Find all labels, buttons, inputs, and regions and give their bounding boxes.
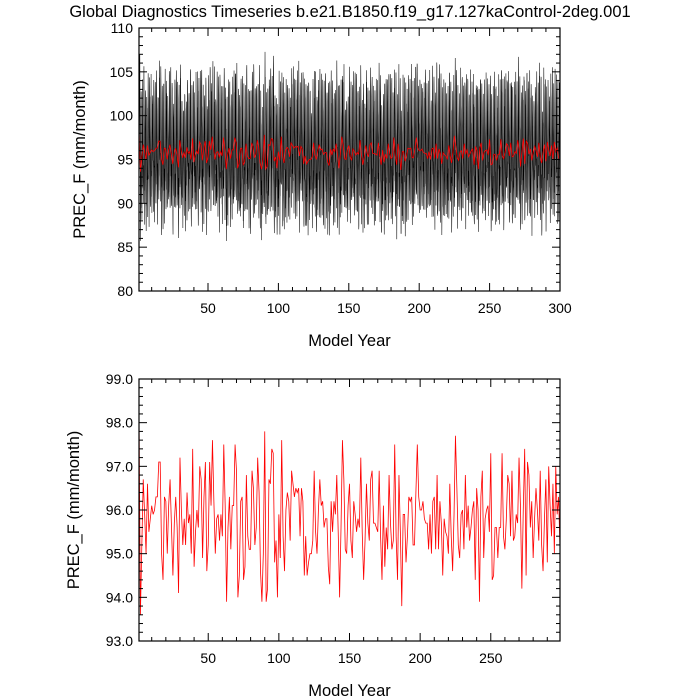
y-tick-label: 80 bbox=[117, 283, 133, 299]
series-line-annual bbox=[139, 130, 559, 172]
y-tick-label: 95.0 bbox=[106, 546, 133, 562]
y-tick-label: 94.0 bbox=[106, 589, 133, 605]
x-tick-label: 250 bbox=[479, 650, 503, 666]
y-tick-label: 97.0 bbox=[106, 458, 133, 474]
x-tick-label: 50 bbox=[200, 300, 216, 316]
x-tick-label: 100 bbox=[267, 650, 291, 666]
x-tick-label: 150 bbox=[337, 300, 361, 316]
x-tick-label: 200 bbox=[408, 300, 432, 316]
y-tick-label: 98.0 bbox=[106, 415, 133, 431]
x-tick-label: 200 bbox=[408, 650, 432, 666]
series-line-monthly bbox=[139, 51, 560, 241]
chart-title: Global Diagnostics Timeseries b.e21.B185… bbox=[69, 3, 631, 21]
x-tick-label: 250 bbox=[478, 300, 502, 316]
series-line-annual bbox=[139, 409, 560, 615]
plot-frame bbox=[138, 378, 561, 642]
y-tick-label: 99.0 bbox=[106, 371, 133, 387]
x-tick-label: 100 bbox=[267, 300, 291, 316]
y-tick-label: 95 bbox=[117, 152, 133, 168]
y-axis-label: PREC_F (mm/month) bbox=[71, 80, 89, 239]
y-axis-label: PREC_F (mm/month) bbox=[65, 431, 83, 590]
y-tick-label: 105 bbox=[110, 64, 134, 80]
x-tick-label: 50 bbox=[200, 650, 216, 666]
x-axis-label: Model Year bbox=[308, 332, 391, 350]
y-tick-label: 90 bbox=[117, 195, 133, 211]
y-tick-label: 93.0 bbox=[106, 633, 133, 649]
y-tick-label: 110 bbox=[111, 20, 134, 36]
y-tick-label: 96.0 bbox=[106, 502, 133, 518]
x-tick-label: 150 bbox=[338, 650, 362, 666]
y-tick-label: 85 bbox=[117, 239, 133, 255]
plot-monthly: 50 100 150 200 250 300 80 85 90 95 100 105 110 Model … bbox=[71, 20, 572, 350]
y-tick-label: 100 bbox=[110, 108, 134, 124]
plot-annual: 50 100 150 200 250 93.0 94.0 95.0 96.0 97.0 98.0 99… bbox=[65, 371, 561, 700]
x-axis-label: Model Year bbox=[308, 682, 391, 700]
x-tick-label: 300 bbox=[548, 300, 572, 316]
